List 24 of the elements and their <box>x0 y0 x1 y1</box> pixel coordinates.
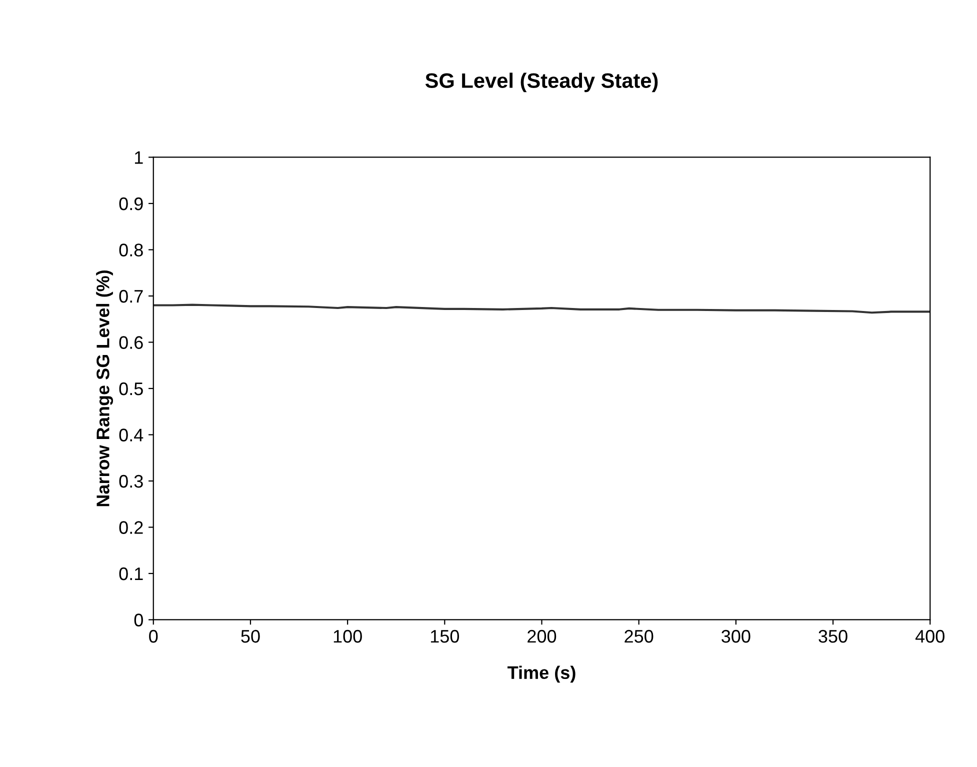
y-tick-label: 0.6 <box>119 336 143 349</box>
y-tick-label: 0.4 <box>119 428 144 442</box>
y-tick-label: 0.7 <box>119 290 143 303</box>
y-tick-label: 0.9 <box>119 197 143 210</box>
chart-title: SG Level (Steady State) <box>425 72 658 92</box>
y-tick-label: 0.5 <box>119 382 143 396</box>
x-tick-label: 0 <box>149 630 158 643</box>
x-tick-label: 150 <box>430 630 460 643</box>
x-tick-label: 250 <box>624 630 654 643</box>
x-tick-label: 200 <box>528 630 556 643</box>
y-tick-label: 0.1 <box>119 567 143 580</box>
y-axis-title: Narrow Range SG Level (%) <box>96 270 114 506</box>
y-tick-label: 1 <box>135 151 143 164</box>
x-tick-label: 50 <box>241 630 260 643</box>
y-tick-label: 0.8 <box>119 244 143 256</box>
x-axis-title: Time (s) <box>507 666 576 683</box>
y-tick-label: 0.3 <box>119 474 143 488</box>
x-tick-label: 350 <box>818 630 848 643</box>
y-tick-label: 0.2 <box>119 521 143 534</box>
x-tick-label: 100 <box>334 630 362 643</box>
y-tick-label: 0 <box>134 614 143 626</box>
line-series <box>153 304 930 314</box>
x-tick-label: 400 <box>915 630 944 643</box>
x-tick-label: 300 <box>722 630 750 643</box>
